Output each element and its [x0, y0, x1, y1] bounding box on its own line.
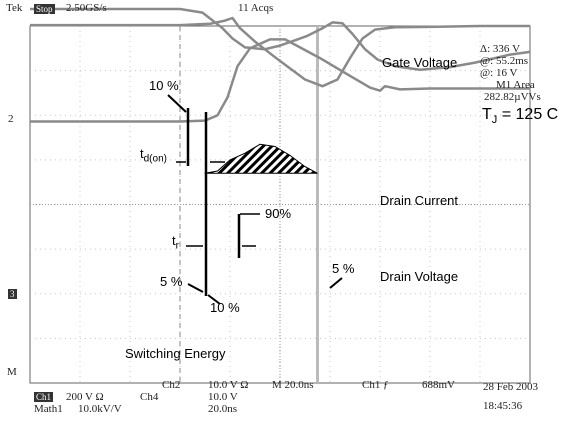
math-marker: M [7, 366, 17, 378]
pct90-label: 90% [265, 206, 292, 221]
ch1-unit: Ω [95, 391, 104, 403]
date-stamp: 28 Feb 2003 [483, 381, 538, 393]
at-value: 55.2ms [495, 55, 529, 67]
pct5-right-label: 5 % [332, 261, 355, 276]
tr-sub: r [175, 240, 179, 252]
acquisition-count: 11 Acqs [238, 2, 274, 14]
ch2-label: Ch2 [162, 379, 181, 391]
td-sub: d(on) [143, 153, 167, 165]
ch4-scale: 10.0 V [208, 391, 238, 403]
time-scale: M 20.0ns [272, 379, 314, 391]
delta-value: 336 V [492, 43, 521, 55]
run-mode-badge: Stop [34, 4, 55, 14]
annotation-lines [167, 94, 343, 305]
math-scale: 10.0kV/V [78, 403, 122, 415]
switching-energy-region [204, 143, 318, 174]
pct10-top-label: 10 % [149, 78, 179, 93]
ch2-unit: Ω [240, 379, 249, 391]
trace-gate-voltage [30, 7, 531, 71]
series-label-switching-energy: Switching Energy [125, 346, 226, 361]
delta-readout: Δ: 336 V [480, 43, 520, 55]
series-label-drain-voltage: Drain Voltage [380, 269, 459, 284]
ch1-scale-value: 200 V [66, 391, 93, 403]
traces [30, 7, 531, 123]
ch1-tag: Ch1 [34, 392, 54, 402]
tj-main: T [482, 106, 492, 123]
tr-label: tr [172, 233, 179, 252]
brand-label: Tek [6, 2, 23, 14]
pct10-bottom-arrow [207, 294, 221, 305]
pct5-left-arrow [187, 283, 204, 293]
series-label-drain-current: Drain Current [380, 193, 459, 208]
at2-readout: @: 16 V [480, 67, 517, 79]
at2-value: 16 V [495, 67, 518, 79]
tr-main: t [172, 233, 176, 248]
area-value: 282.82µVVs [484, 91, 541, 103]
td-main: t [140, 146, 144, 161]
tj-sub: J [491, 114, 498, 127]
trigger-source: Ch1 ƒ [362, 379, 389, 391]
pct5-left-label: 5 % [160, 274, 183, 289]
channel-2-marker: 2 [8, 113, 14, 125]
trigger-level: 688mV [422, 379, 455, 391]
time-stamp: 18:45:36 [483, 400, 523, 412]
pct10-bottom-label: 10 % [210, 300, 240, 315]
series-label-gate-voltage: Gate Voltage [382, 55, 458, 70]
td-on-label: td(on) [140, 146, 167, 165]
at2-label: @: [480, 67, 494, 79]
math-time: 20.0ns [208, 403, 238, 415]
junction-temperature: TJ = 125 C [482, 106, 558, 126]
pct10-top-arrow [167, 94, 187, 113]
trace-drain-current [30, 16, 530, 88]
at-readout: @: 55.2ms [480, 55, 528, 67]
pct5-right-arrow [329, 277, 343, 289]
ch1-scale: 200 V Ω [66, 391, 104, 403]
math-label: Math1 [34, 403, 63, 415]
trace-drain-voltage [30, 38, 530, 123]
ch4-label: Ch4 [140, 391, 159, 403]
sample-rate: 2.50GS/s [66, 2, 107, 14]
ch2-scale-value: 10.0 V [208, 379, 238, 391]
tj-rest: = 125 C [497, 106, 559, 123]
at-label: @: [480, 55, 494, 67]
ch2-scale: 10.0 V Ω [208, 379, 248, 391]
delta-label: Δ: [480, 43, 491, 55]
area-label: M1 Area [496, 79, 535, 91]
channel-3-marker: 3 [8, 289, 17, 299]
